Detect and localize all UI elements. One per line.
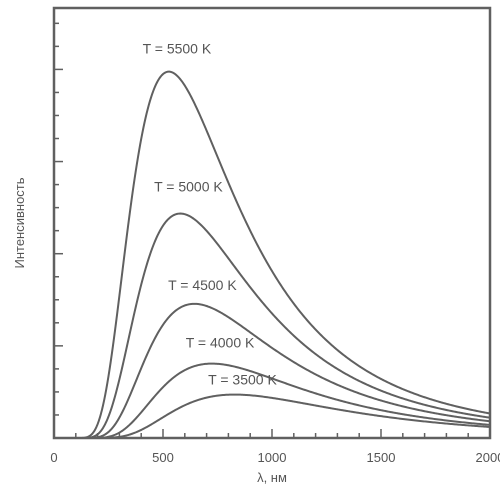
curve-5000k — [67, 212, 491, 439]
x-tick-label: 1500 — [367, 450, 396, 465]
x-tick-label: 1000 — [258, 450, 287, 465]
curve-4000k — [67, 362, 491, 439]
x-tick-label: 0 — [50, 450, 57, 465]
curve-label-4500k: T = 4500 K — [168, 277, 237, 293]
curve-label-5000k: T = 5000 K — [154, 179, 223, 195]
curve-3500k — [67, 393, 491, 439]
curve-4500k — [67, 302, 491, 439]
curves — [67, 70, 491, 439]
x-tick-label: 2000 — [476, 450, 500, 465]
x-axis-label: λ, нм — [257, 470, 287, 485]
x-tick-label: 500 — [152, 450, 174, 465]
curve-label-5500k: T = 5500 K — [143, 41, 212, 57]
y-axis-label: Интенсивность — [12, 177, 27, 268]
axes: 0 500 1000 1500 2000 — [50, 6, 500, 465]
curve-label-3500k: T = 3500 K — [208, 372, 277, 388]
labels: T = 5500 K T = 5000 K T = 4500 K T = 4000 K… — [143, 41, 278, 388]
curve-label-4000k: T = 4000 K — [186, 335, 255, 351]
curve-5500k — [67, 70, 491, 439]
